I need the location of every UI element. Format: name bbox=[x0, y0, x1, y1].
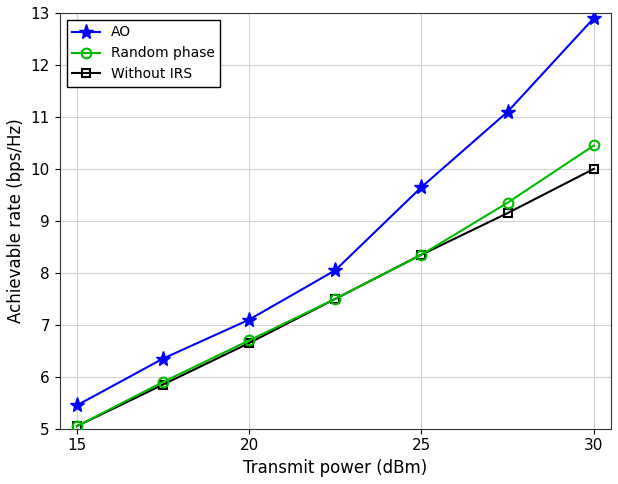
Y-axis label: Achievable rate (bps/Hz): Achievable rate (bps/Hz) bbox=[7, 119, 25, 323]
Random phase bbox=[332, 296, 339, 302]
Line: Random phase: Random phase bbox=[72, 141, 599, 431]
Without IRS bbox=[418, 252, 425, 257]
AO bbox=[245, 317, 253, 322]
Random phase bbox=[504, 200, 511, 206]
AO bbox=[590, 15, 598, 21]
AO bbox=[332, 267, 339, 273]
Without IRS bbox=[159, 382, 167, 388]
Legend: AO, Random phase, Without IRS: AO, Random phase, Without IRS bbox=[67, 20, 221, 87]
Random phase bbox=[159, 379, 167, 385]
Random phase bbox=[245, 337, 253, 343]
Without IRS bbox=[504, 210, 511, 216]
AO bbox=[504, 109, 511, 115]
AO bbox=[159, 356, 167, 362]
Without IRS bbox=[332, 296, 339, 302]
Random phase bbox=[418, 252, 425, 257]
AO bbox=[73, 403, 80, 408]
X-axis label: Transmit power (dBm): Transmit power (dBm) bbox=[243, 459, 428, 477]
Without IRS bbox=[73, 424, 80, 429]
Random phase bbox=[590, 143, 598, 149]
AO bbox=[418, 184, 425, 190]
Line: Without IRS: Without IRS bbox=[73, 165, 598, 430]
Without IRS bbox=[245, 340, 253, 346]
Random phase bbox=[73, 424, 80, 429]
Without IRS bbox=[590, 166, 598, 172]
Line: AO: AO bbox=[69, 11, 601, 413]
